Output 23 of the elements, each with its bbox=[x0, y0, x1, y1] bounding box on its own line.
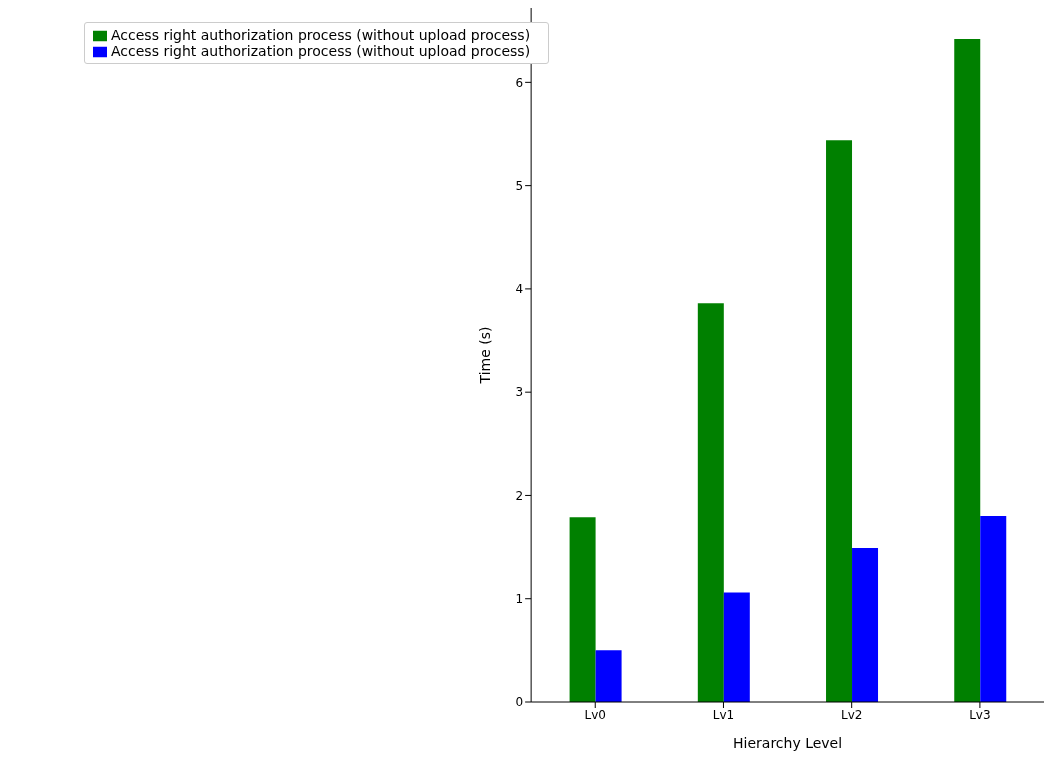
bar bbox=[723, 592, 750, 702]
x-tick-label: Lv2 bbox=[840, 707, 863, 722]
x-tick-label: Lv0 bbox=[584, 707, 606, 722]
bar bbox=[826, 140, 853, 702]
legend-label: Access right authorization process (without upload process) bbox=[111, 43, 531, 59]
y-axis-title: Time (s) bbox=[477, 326, 494, 385]
bar bbox=[980, 516, 1007, 702]
bar bbox=[697, 303, 724, 702]
bar bbox=[595, 650, 622, 702]
y-tick-label: 5 bbox=[515, 178, 524, 193]
y-tick-label: 6 bbox=[515, 75, 524, 90]
bar bbox=[852, 548, 879, 702]
y-tick-label: 4 bbox=[515, 282, 524, 297]
y-tick-label: 2 bbox=[515, 488, 524, 503]
legend-label: Access right authorization process (without upload process) bbox=[111, 27, 531, 43]
y-tick-label: 3 bbox=[515, 385, 524, 400]
x-axis-title: Hierarchy Level bbox=[733, 735, 843, 751]
bar bbox=[954, 38, 981, 702]
y-tick-label: 1 bbox=[515, 591, 524, 606]
y-tick-label: 0 bbox=[515, 695, 524, 710]
bar bbox=[569, 517, 596, 702]
x-tick-label: Lv1 bbox=[712, 707, 735, 722]
x-tick-label: Lv3 bbox=[969, 707, 991, 722]
